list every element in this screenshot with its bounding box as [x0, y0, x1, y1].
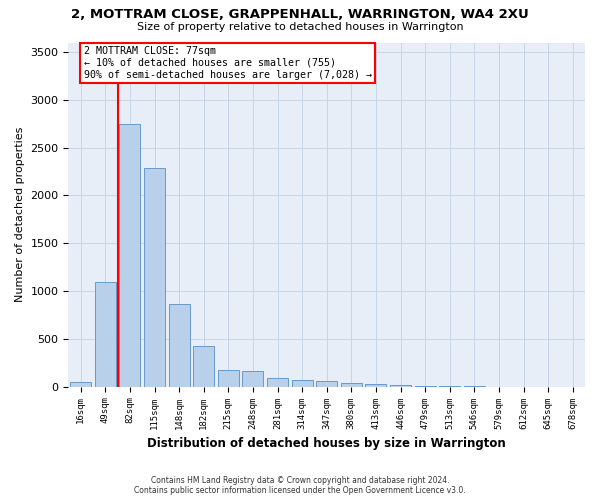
Bar	[119, 124, 140, 386]
X-axis label: Distribution of detached houses by size in Warrington: Distribution of detached houses by size …	[148, 437, 506, 450]
Bar	[341, 383, 362, 386]
Bar	[193, 346, 214, 387]
Bar	[316, 382, 337, 386]
Text: 2 MOTTRAM CLOSE: 77sqm
← 10% of detached houses are smaller (755)
90% of semi-de: 2 MOTTRAM CLOSE: 77sqm ← 10% of detached…	[83, 46, 371, 80]
Bar	[218, 370, 239, 386]
Y-axis label: Number of detached properties: Number of detached properties	[15, 127, 25, 302]
Text: 2, MOTTRAM CLOSE, GRAPPENHALL, WARRINGTON, WA4 2XU: 2, MOTTRAM CLOSE, GRAPPENHALL, WARRINGTO…	[71, 8, 529, 20]
Bar	[292, 380, 313, 386]
Bar	[70, 382, 91, 386]
Bar	[95, 282, 116, 387]
Bar	[267, 378, 288, 386]
Bar	[169, 304, 190, 386]
Bar	[365, 384, 386, 386]
Text: Size of property relative to detached houses in Warrington: Size of property relative to detached ho…	[137, 22, 463, 32]
Text: Contains HM Land Registry data © Crown copyright and database right 2024.
Contai: Contains HM Land Registry data © Crown c…	[134, 476, 466, 495]
Bar	[144, 168, 165, 386]
Bar	[242, 372, 263, 386]
